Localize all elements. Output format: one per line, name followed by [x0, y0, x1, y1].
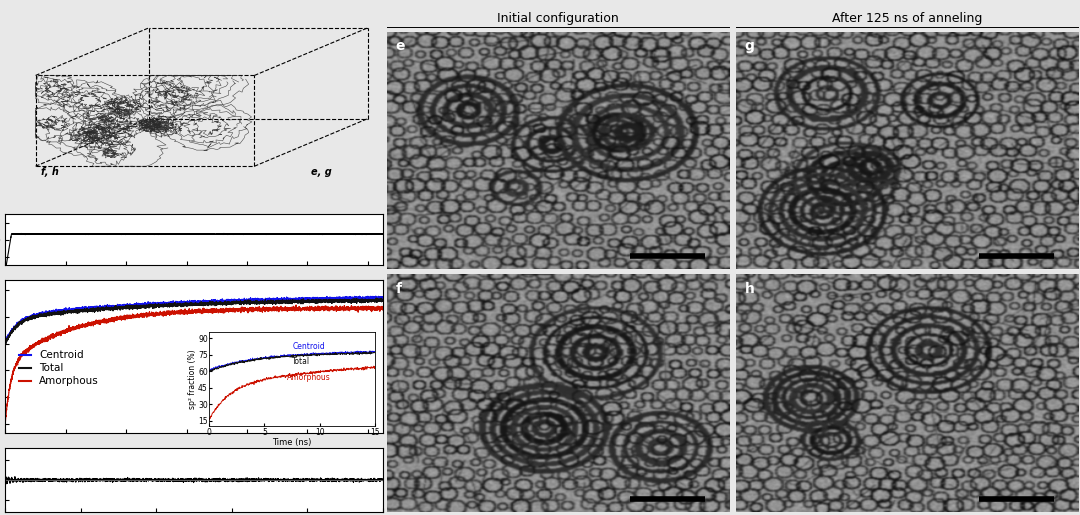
- Text: After 125 ns of anneling: After 125 ns of anneling: [832, 12, 982, 25]
- Text: f, h: f, h: [41, 167, 59, 177]
- Text: e: e: [395, 39, 405, 53]
- Legend: Centroid, Total, Amorphous: Centroid, Total, Amorphous: [14, 346, 104, 391]
- Text: Initial configuration: Initial configuration: [497, 12, 619, 25]
- Text: e, g: e, g: [311, 167, 332, 177]
- Text: g: g: [744, 39, 754, 53]
- Text: f: f: [395, 282, 402, 296]
- Text: h: h: [744, 282, 754, 296]
